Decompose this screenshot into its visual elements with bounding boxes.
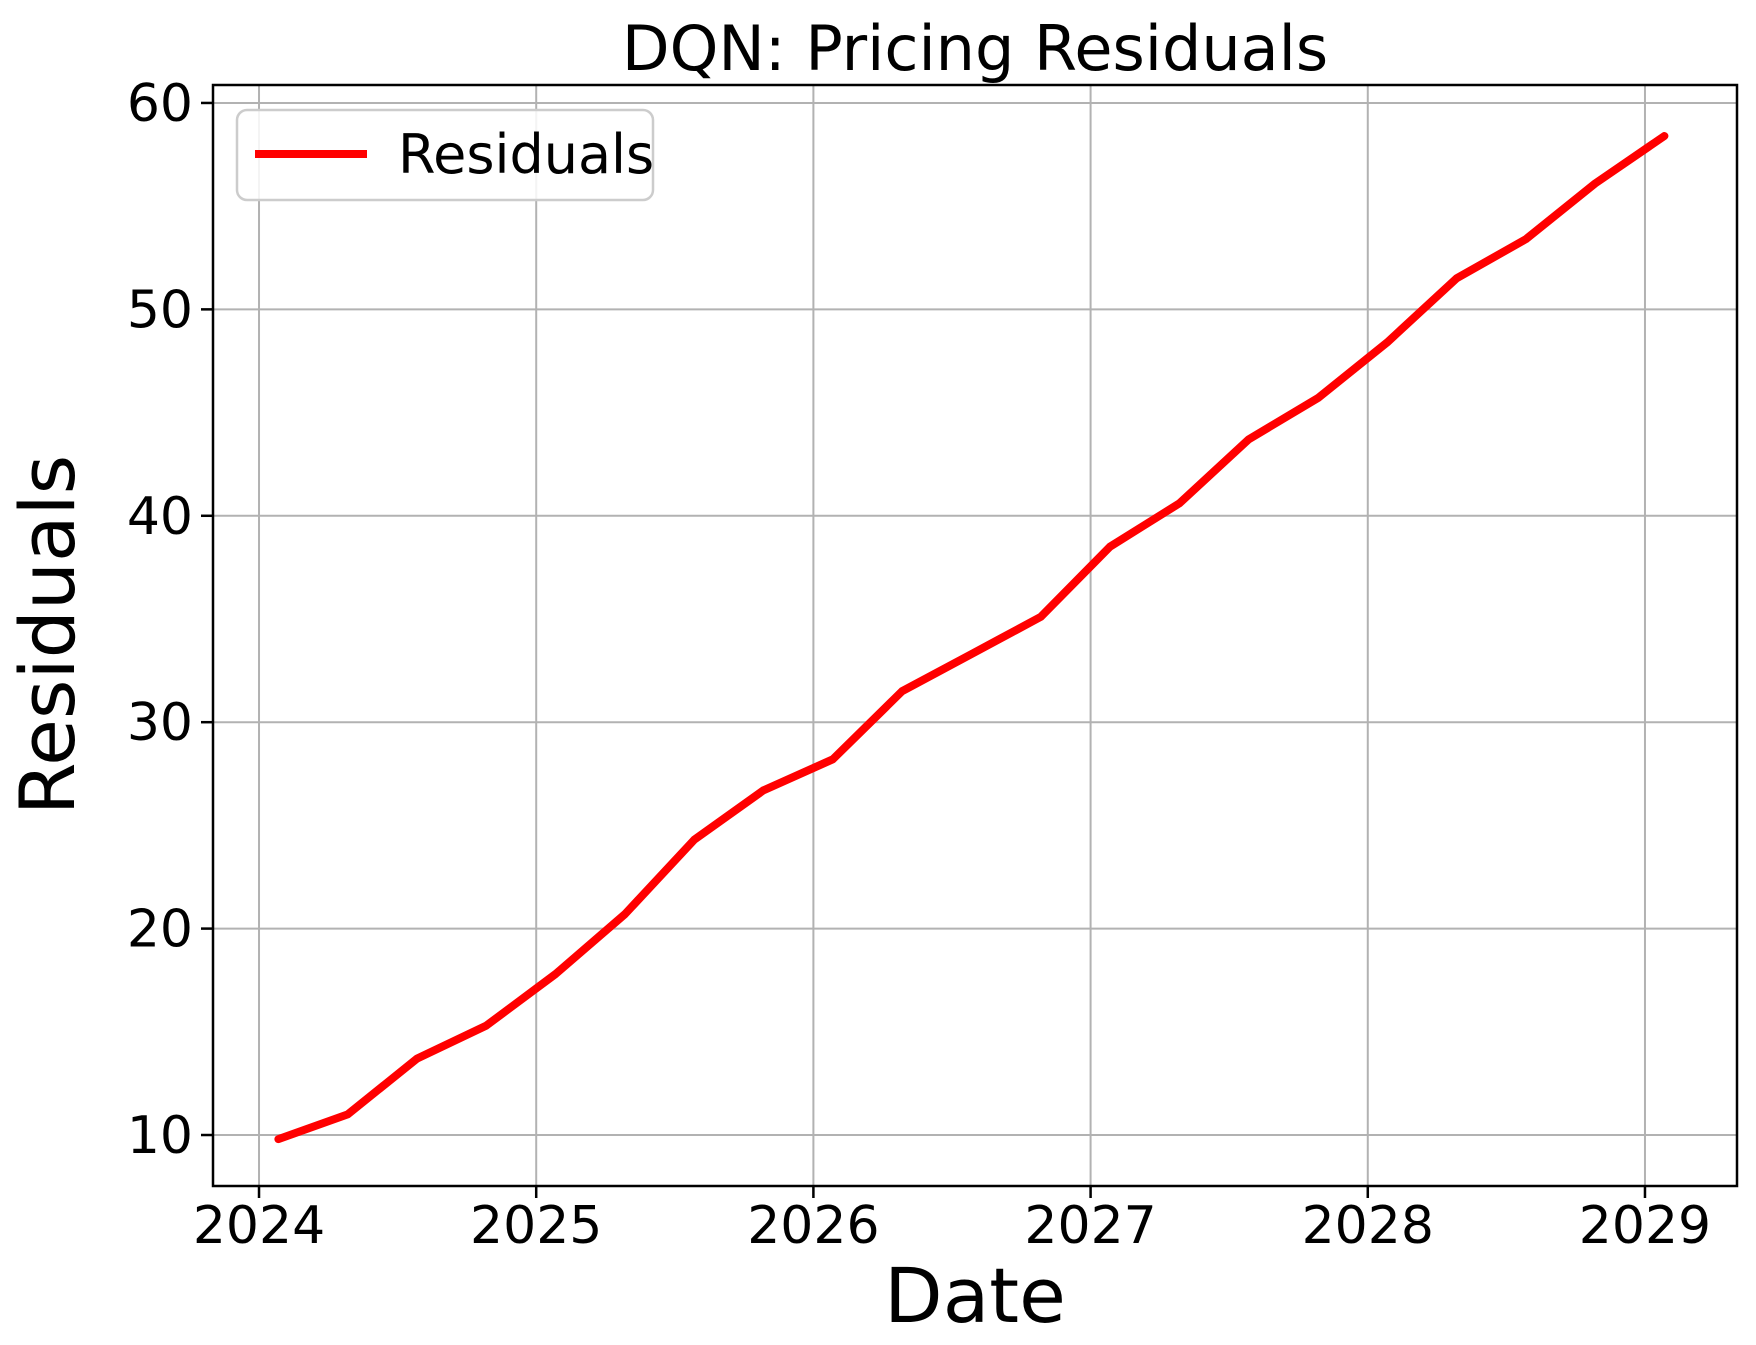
x-tick-label: 2026 [747,1196,879,1256]
y-tick-label: 30 [127,693,193,753]
y-tick-label: 10 [127,1106,193,1166]
tick-layer: 2024 2025 2026 2027 2028 2029 10 20 30 40 50 60 [127,74,1711,1256]
x-tick-label: 2025 [470,1196,602,1256]
legend: Residuals [235,108,655,202]
grid-layer [213,85,1737,1186]
legend-label: Residuals [398,123,654,186]
y-tick-label: 20 [127,900,193,960]
x-tick-label: 2027 [1024,1196,1156,1256]
y-tick-label: 50 [127,280,193,340]
plot-border [211,83,1739,1188]
y-tick-label: 60 [127,74,193,134]
x-tick-label: 2028 [1302,1196,1434,1256]
x-tick-label: 2029 [1579,1196,1711,1256]
x-axis-label: Date [884,1251,1066,1340]
chart-title: DQN: Pricing Residuals [622,12,1328,85]
x-tick-label: 2024 [193,1196,325,1256]
y-axis-label: Residuals [3,455,92,816]
legend-box [235,108,655,202]
y-tick-label: 40 [127,487,193,547]
series-layer [274,132,1669,1144]
series-line-residuals [274,132,1669,1144]
